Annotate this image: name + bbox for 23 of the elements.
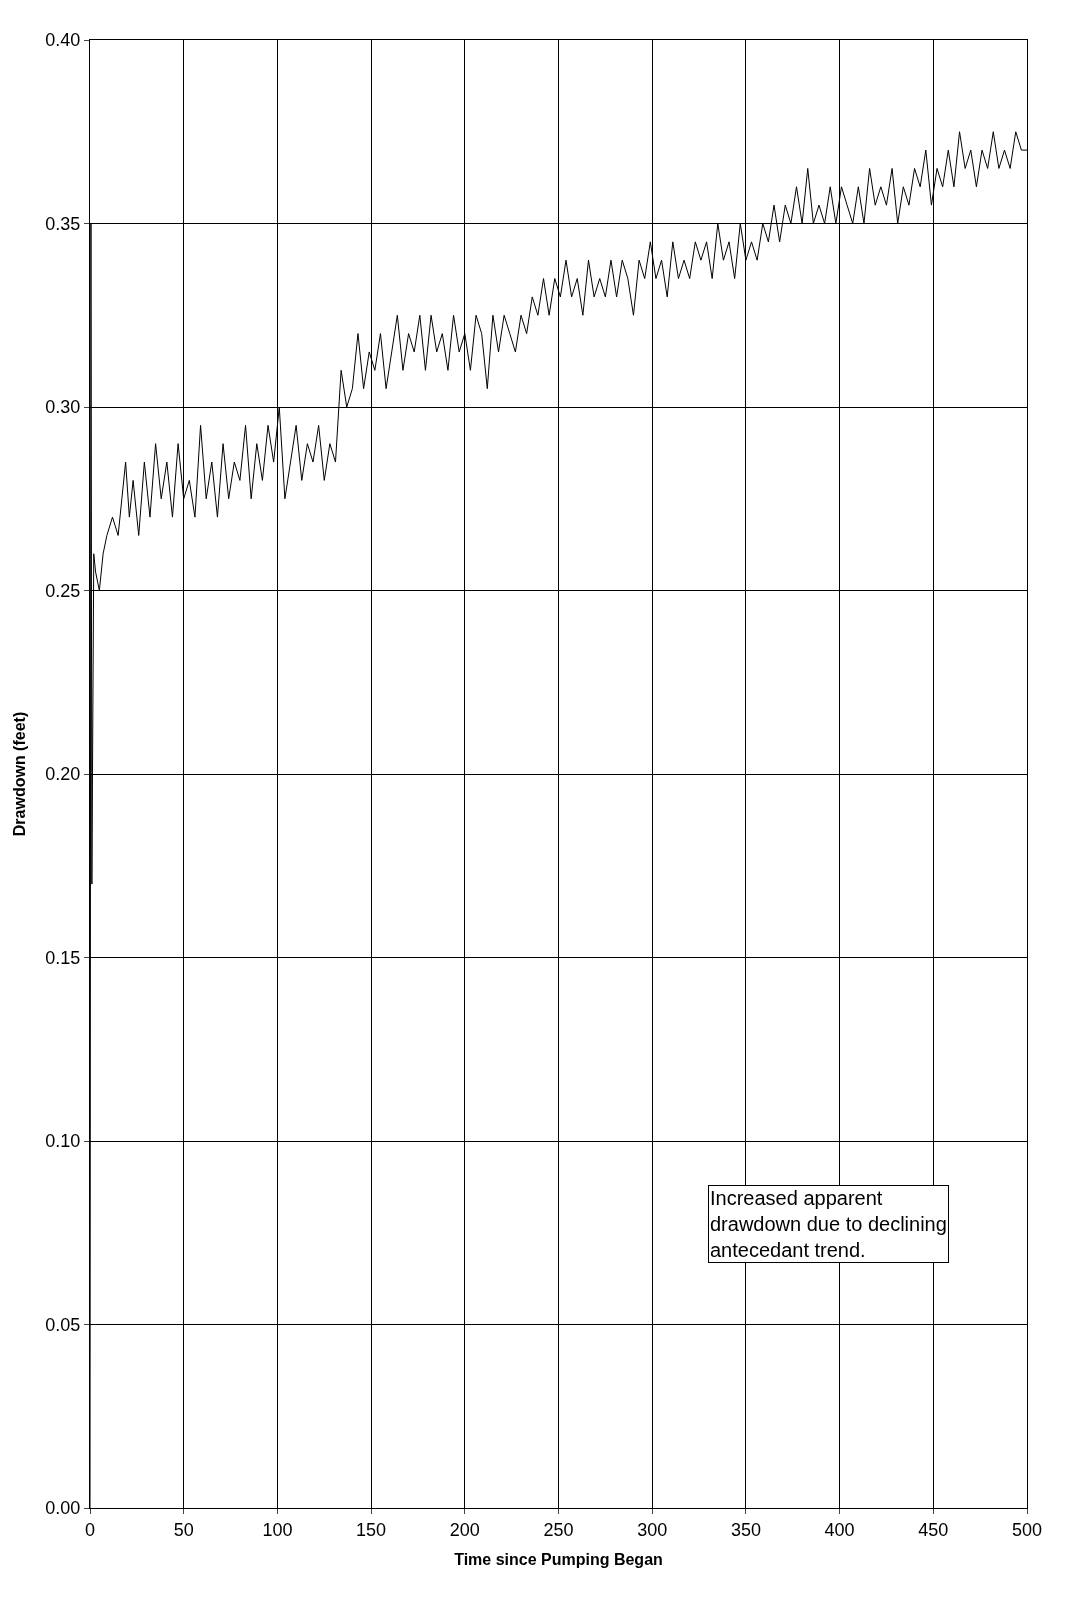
y-tick-label: 0.15 [45, 947, 81, 968]
y-axis-title: Drawdown (feet) [11, 711, 29, 837]
x-tick-label: 150 [356, 1519, 387, 1540]
y-tick-label: 0.25 [45, 580, 81, 601]
x-tick-label: 0 [84, 1519, 96, 1540]
annotation: Increased apparent drawdown due to declining antecedant trend. [710, 1187, 947, 1261]
y-tick-label: 0.05 [45, 1314, 81, 1335]
y-tick-label: 0.10 [45, 1131, 81, 1152]
y-tick-label: 0.30 [45, 397, 81, 418]
x-tick-label: 100 [262, 1519, 293, 1540]
y-tick-label: 0.20 [45, 764, 81, 785]
x-tick-label: 200 [449, 1519, 480, 1540]
y-tick-label: 0.00 [45, 1498, 81, 1519]
x-tick-label: 250 [543, 1519, 574, 1540]
x-tick-label: 50 [173, 1519, 194, 1540]
y-tick-label: 0.35 [45, 213, 81, 234]
x-tick-label: 450 [918, 1519, 949, 1540]
x-tick-label: 350 [730, 1519, 761, 1540]
x-tick-label: 400 [824, 1519, 855, 1540]
y-tick-label: 0.40 [45, 30, 81, 51]
x-axis-title: Time since Pumping Began [454, 1551, 663, 1569]
x-tick-label: 500 [1011, 1519, 1043, 1540]
x-tick-label: 300 [637, 1519, 668, 1540]
